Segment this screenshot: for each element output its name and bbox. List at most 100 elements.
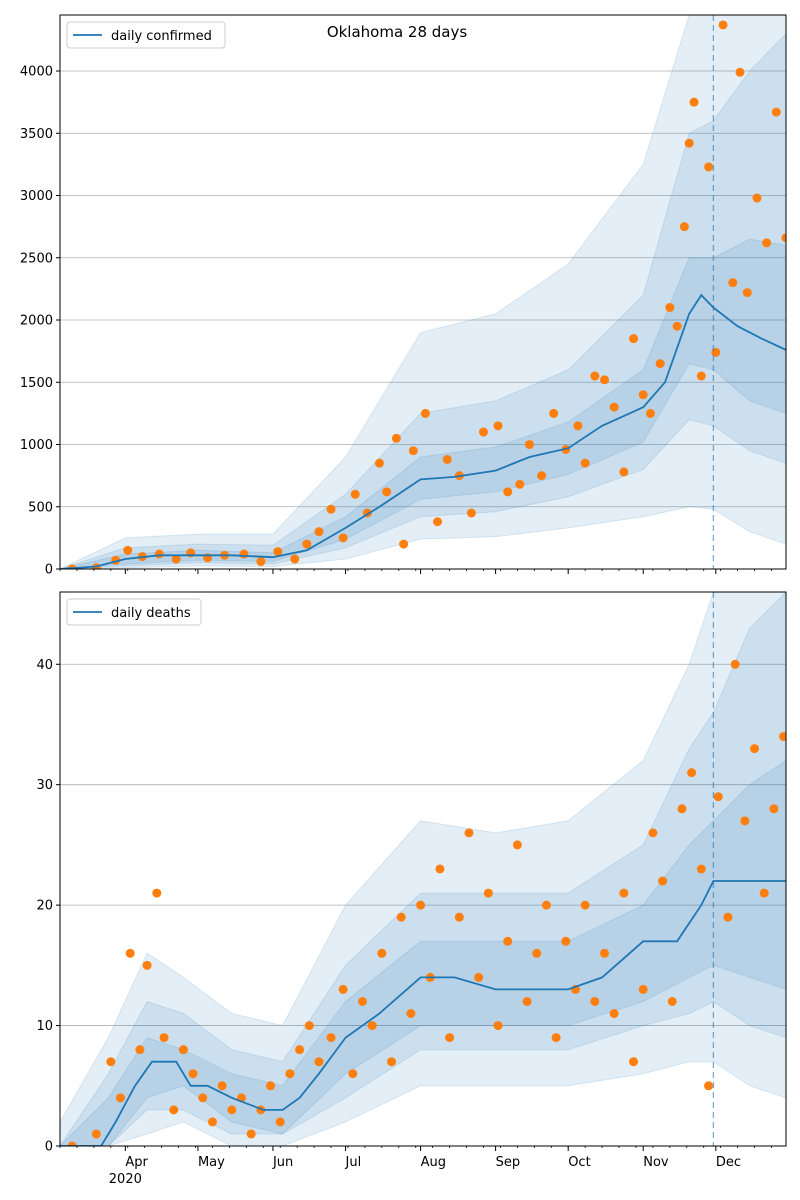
plot-area [60, 15, 786, 569]
data-point [275, 1117, 285, 1127]
data-point [655, 359, 665, 369]
data-point [609, 1009, 619, 1019]
data-point [433, 517, 443, 527]
y-tick-label: 2000 [20, 314, 53, 329]
data-point [549, 408, 559, 418]
x-tick-label: Jul [345, 1155, 362, 1170]
data-point [689, 97, 699, 107]
data-point [408, 446, 418, 456]
data-point [159, 1033, 169, 1043]
y-tick-label: 500 [28, 500, 53, 515]
data-point [771, 107, 781, 117]
data-point [512, 840, 522, 850]
data-point [600, 375, 609, 385]
data-point [227, 1105, 237, 1115]
data-point [435, 864, 445, 874]
data-point [759, 888, 769, 898]
data-point [445, 1033, 455, 1043]
y-tick-label: 4000 [20, 65, 53, 80]
data-point [290, 554, 300, 564]
data-point [350, 489, 360, 499]
data-point [367, 1021, 377, 1031]
data-point [561, 936, 571, 946]
data-point [619, 888, 629, 898]
data-point [638, 390, 648, 400]
data-point [648, 828, 658, 838]
data-point [188, 1069, 198, 1079]
data-point [541, 900, 551, 910]
y-tick-label: 0 [45, 1140, 53, 1155]
data-point [696, 864, 706, 874]
data-point [406, 1009, 416, 1019]
data-point [91, 563, 101, 569]
deaths-panel: 0 10 20 30 40 Apr May Jun Jul Aug Sep Oct Nov Dec 2020… [36, 591, 787, 1187]
data-point [326, 1033, 336, 1043]
data-point [573, 421, 583, 431]
x-tick-label: Oct [568, 1155, 590, 1170]
data-point [454, 912, 464, 922]
data-point [684, 138, 694, 148]
data-point [537, 471, 547, 481]
data-point [524, 440, 534, 450]
y-tick-label: 10 [36, 1019, 53, 1034]
data-point [645, 408, 655, 418]
data-point [152, 888, 162, 898]
data-point [629, 1057, 639, 1067]
data-point [704, 1081, 714, 1091]
data-point [580, 900, 590, 910]
data-point [273, 547, 283, 557]
data-point [302, 539, 312, 549]
legend-box [66, 21, 226, 49]
data-point [239, 549, 249, 559]
data-point [67, 1141, 77, 1146]
data-point [679, 222, 689, 232]
figure-title: Oklahoma 28 days [327, 23, 468, 41]
confirmed-panel: 0 500 1000 1500 2000 2500 3000 3500 4000 daily co… [20, 14, 787, 578]
data-point [600, 948, 609, 958]
data-point [396, 912, 406, 922]
data-point [735, 67, 745, 77]
data-point [687, 768, 697, 778]
confidence-band-middle [60, 32, 786, 569]
y-tick-label: 3000 [20, 189, 53, 204]
data-point [266, 1081, 276, 1091]
data-point [479, 427, 488, 437]
y-tick-label: 1000 [20, 438, 53, 453]
data-point [723, 912, 733, 922]
data-point [638, 984, 648, 994]
data-point [522, 996, 532, 1006]
data-point [416, 900, 426, 910]
data-point [483, 888, 493, 898]
x-tick-label: Nov [643, 1155, 669, 1170]
data-point [629, 334, 639, 344]
data-point [493, 421, 503, 431]
data-point [142, 960, 152, 970]
data-point [672, 321, 682, 331]
data-point [348, 1069, 358, 1079]
data-point [779, 732, 786, 742]
data-point [420, 408, 430, 418]
data-point [696, 371, 706, 381]
legend-label: daily confirmed [111, 29, 212, 44]
data-point [769, 804, 779, 814]
data-point [750, 744, 760, 754]
data-point [314, 527, 324, 537]
data-point [178, 1045, 188, 1055]
data-point [391, 433, 401, 443]
y-tick-label: 40 [36, 658, 53, 673]
x-year-label: 2020 [109, 1172, 142, 1187]
data-point [665, 303, 675, 313]
data-point [667, 996, 677, 1006]
data-point [382, 487, 392, 497]
confidence-band-middle [60, 592, 786, 1146]
data-point [503, 936, 513, 946]
data-point [590, 996, 600, 1006]
data-point [377, 948, 387, 958]
x-tick-label: Dec [716, 1155, 741, 1170]
data-point [125, 948, 135, 958]
data-point [338, 533, 348, 543]
x-tick-label: Aug [421, 1155, 446, 1170]
data-point [295, 1045, 305, 1055]
confidence-band-outer [60, 15, 786, 569]
